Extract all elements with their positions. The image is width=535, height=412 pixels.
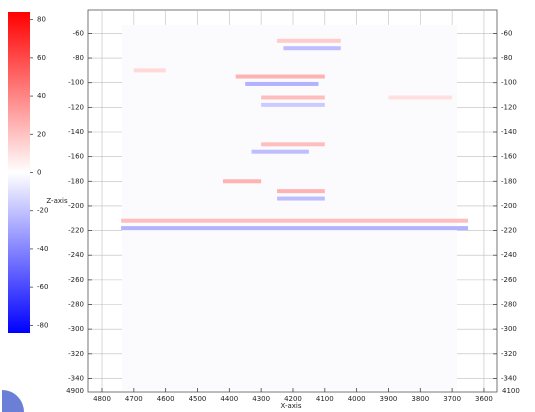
y-tick-label: -160	[501, 153, 517, 161]
y-tick-label: -100	[68, 79, 84, 87]
reflector	[121, 218, 469, 223]
reflector	[283, 46, 341, 51]
reflector	[277, 189, 325, 194]
reflector	[388, 95, 453, 100]
reflector	[251, 149, 309, 154]
y-tick-label: -280	[501, 301, 517, 309]
y-tick-label: -60	[73, 29, 84, 37]
y-tick-label: -240	[68, 251, 84, 259]
y-tick-label: -260	[501, 276, 517, 284]
y-tick-label: -120	[501, 103, 517, 111]
y-tick-label: -140	[501, 128, 517, 136]
y-tick-label: -80	[501, 54, 512, 62]
y-tick-label: -280	[68, 301, 84, 309]
corner-label: 4900	[66, 387, 84, 395]
corner-icon	[2, 390, 24, 412]
reflector	[245, 81, 319, 86]
y-axis-title: Z-axis	[46, 197, 68, 205]
y-tick-label: -320	[501, 350, 517, 358]
reflector	[261, 102, 325, 107]
x-tick-label: 4400	[220, 395, 238, 403]
x-tick-label: 4200	[284, 395, 302, 403]
x-tick-label: 4700	[125, 395, 143, 403]
reflector	[277, 38, 341, 43]
y-tick-label: -300	[68, 325, 84, 333]
y-tick-label: -300	[501, 325, 517, 333]
reflector	[235, 74, 325, 79]
colorbar	[8, 12, 30, 333]
corner-label: 4100	[502, 387, 520, 395]
y-tick-label: -100	[501, 79, 517, 87]
y-tick-label: -200	[68, 202, 84, 210]
y-tick-label: -60	[501, 29, 512, 37]
colorbar-tick-label: 40	[37, 92, 46, 100]
y-tick-label: -320	[68, 350, 84, 358]
y-tick-label: -220	[68, 227, 84, 235]
colorbar-tick-label: -40	[37, 245, 48, 253]
x-tick-label: 3600	[475, 395, 493, 403]
y-tick-label: -220	[501, 227, 517, 235]
y-tick-label: -80	[73, 54, 84, 62]
x-axis-title: X-axis	[281, 402, 302, 410]
x-tick-label: 4500	[189, 395, 207, 403]
colorbar-tick-label: -60	[37, 283, 48, 291]
y-tick-label: -160	[68, 153, 84, 161]
reflector	[222, 179, 262, 184]
reflector	[261, 142, 325, 147]
colorbar-tick-label: 20	[37, 130, 46, 138]
y-tick-label: -260	[68, 276, 84, 284]
x-tick-label: 3700	[443, 395, 461, 403]
x-tick-label: 4600	[157, 395, 175, 403]
colorbar-tick-label: -80	[37, 321, 48, 329]
reflector	[261, 95, 325, 100]
reflector	[133, 68, 166, 73]
y-tick-label: -340	[501, 374, 517, 382]
reflector	[277, 196, 325, 201]
reflector	[121, 226, 469, 231]
y-tick-label: -180	[68, 177, 84, 185]
x-tick-label: 4000	[348, 395, 366, 403]
y-tick-label: -120	[68, 103, 84, 111]
x-tick-label: 4100	[316, 395, 334, 403]
y-tick-label: -200	[501, 202, 517, 210]
y-tick-label: -180	[501, 177, 517, 185]
colorbar-tick-label: 0	[37, 169, 41, 177]
y-tick-label: -240	[501, 251, 517, 259]
colorbar-tick-label: 60	[37, 54, 46, 62]
image-region	[122, 25, 457, 390]
colorbar-tick-label: 80	[37, 16, 46, 24]
x-tick-label: 4300	[252, 395, 270, 403]
x-tick-label: 3900	[380, 395, 398, 403]
x-tick-label: 4800	[93, 395, 111, 403]
y-tick-label: -140	[68, 128, 84, 136]
x-tick-label: 3800	[411, 395, 429, 403]
colorbar-tick-label: -20	[37, 207, 48, 215]
y-tick-label: -340	[68, 374, 84, 382]
